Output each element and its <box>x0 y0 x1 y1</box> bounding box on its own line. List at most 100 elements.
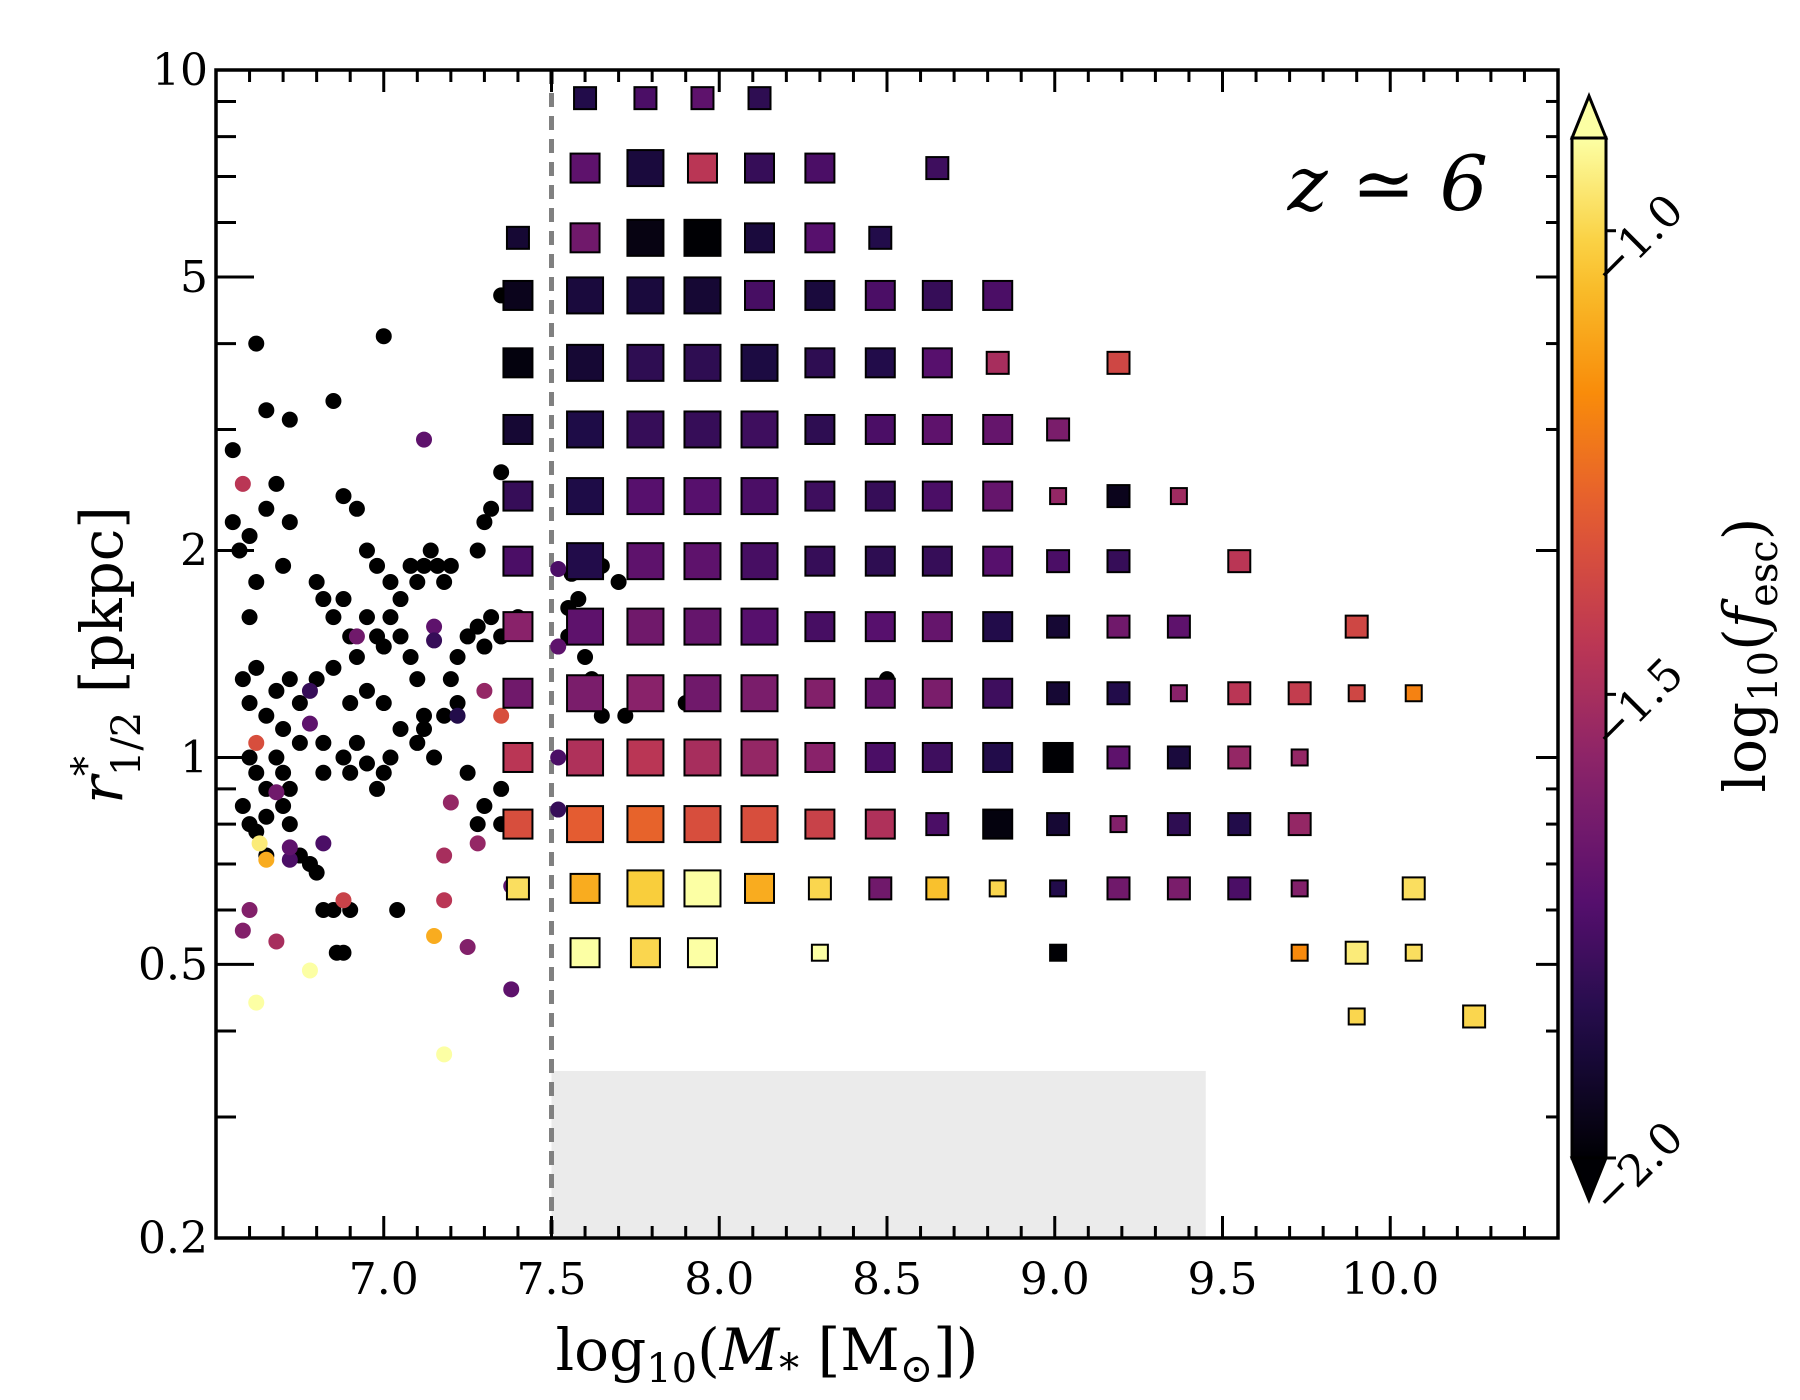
black-point <box>358 542 375 559</box>
bin-square <box>626 149 665 188</box>
bin-square <box>1166 876 1191 901</box>
bin-square <box>921 279 953 311</box>
plot-area <box>216 70 1558 1238</box>
bin-square <box>683 738 722 777</box>
bin-square <box>740 738 779 777</box>
bin-square <box>864 480 896 512</box>
colored-point <box>301 715 318 732</box>
bin-square <box>1227 876 1252 901</box>
black-point <box>358 682 375 699</box>
colored-point <box>248 734 265 751</box>
black-point <box>275 721 292 738</box>
bin-square <box>502 741 534 773</box>
bin-square <box>982 413 1014 445</box>
black-point <box>291 695 308 712</box>
colored-point <box>281 839 298 856</box>
colored-point <box>426 632 443 649</box>
black-point <box>459 764 476 781</box>
black-point <box>469 816 486 833</box>
black-point <box>409 671 426 688</box>
black-point <box>348 500 365 517</box>
bin-square <box>566 674 605 713</box>
bin-square <box>982 808 1014 840</box>
bin-square <box>982 677 1014 709</box>
y-tick-label: 0.2 <box>138 1213 208 1264</box>
bin-square <box>744 872 776 904</box>
bin-square <box>1344 940 1369 965</box>
black-point <box>469 542 486 559</box>
colored-point <box>503 981 520 998</box>
bin-square <box>921 741 953 773</box>
black-point <box>483 609 500 626</box>
black-point <box>416 721 433 738</box>
bin-square <box>1046 417 1071 442</box>
bin-square <box>804 279 836 311</box>
black-point <box>224 442 241 459</box>
bin-square <box>804 741 836 773</box>
bin-square <box>1347 1007 1366 1026</box>
colored-point <box>281 851 298 868</box>
black-point <box>258 808 275 825</box>
black-point <box>281 816 298 833</box>
bin-square <box>569 222 601 254</box>
black-point <box>308 864 325 881</box>
bin-square <box>1049 487 1068 506</box>
bin-square <box>1227 745 1252 770</box>
bin-square <box>573 86 598 111</box>
y-axis-ticks: 0.2 0.5 1 2 5 10 <box>138 45 1558 1264</box>
bin-square <box>626 218 665 257</box>
bin-square <box>626 805 665 844</box>
colored-point <box>442 794 459 811</box>
black-point <box>426 749 443 766</box>
bin-square <box>925 156 950 181</box>
bin-square <box>633 86 658 111</box>
bin-square <box>804 347 836 379</box>
black-point <box>436 707 453 724</box>
black-point <box>476 638 493 655</box>
black-point <box>248 764 265 781</box>
bin-square <box>804 222 836 254</box>
bin-square <box>804 677 836 709</box>
black-point <box>315 764 332 781</box>
bin-square <box>982 611 1014 643</box>
colored-point <box>550 749 567 766</box>
colorbar-border <box>1570 136 1608 1160</box>
black-point <box>429 557 446 574</box>
black-point <box>281 411 298 428</box>
colored-point <box>459 939 476 956</box>
black-point <box>442 557 459 574</box>
colored-point <box>241 901 258 918</box>
colored-point <box>268 784 285 801</box>
x-tick-label: 7.5 <box>517 1254 587 1305</box>
bin-square <box>626 410 665 449</box>
bin-square <box>505 225 530 250</box>
bin-square <box>1290 748 1309 767</box>
bin-square <box>921 611 953 643</box>
black-point <box>409 734 426 751</box>
bin-square <box>683 542 722 581</box>
bin-square <box>626 276 665 315</box>
bin-square <box>1042 741 1074 773</box>
bin-square <box>626 343 665 382</box>
colored-point <box>449 707 466 724</box>
x-tick-label: 10.0 <box>1341 1254 1439 1305</box>
bin-square <box>804 480 836 512</box>
bin-square <box>1106 745 1131 770</box>
bin-square <box>744 279 776 311</box>
bin-square <box>982 741 1014 773</box>
bin-square <box>740 410 779 449</box>
bin-square <box>810 943 829 962</box>
black-point <box>241 695 258 712</box>
bin-square <box>1169 487 1188 506</box>
black-point <box>449 649 466 666</box>
bin-square <box>864 347 896 379</box>
bin-square <box>807 876 832 901</box>
bin-square <box>1049 879 1068 898</box>
black-point <box>258 500 275 517</box>
black-point <box>449 695 466 712</box>
bin-square <box>864 611 896 643</box>
bin-square <box>1106 876 1131 901</box>
bin-square <box>626 738 665 777</box>
shaded-region <box>551 1070 1206 1238</box>
bin-square <box>502 677 534 709</box>
